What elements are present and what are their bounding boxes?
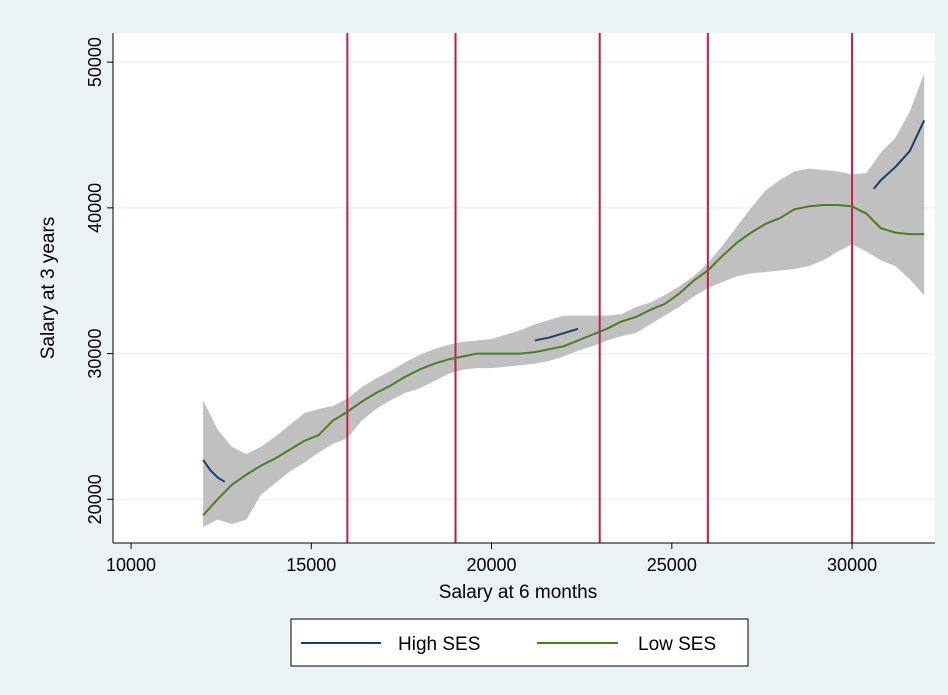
legend-label-low-ses: Low SES — [638, 634, 716, 655]
y-tick-label-0: 20000 — [85, 474, 105, 524]
y-axis-title: Salary at 3 years — [38, 217, 59, 360]
series-lines — [202, 120, 926, 516]
x-axis-title: Salary at 6 months — [439, 582, 597, 603]
confidence-band-group — [203, 73, 925, 527]
x-tick-label-0: 10000 — [106, 555, 156, 575]
low-ses-line — [202, 203, 925, 516]
legend-box — [290, 618, 749, 667]
axes — [112, 33, 935, 544]
x-tick-label-3: 25000 — [647, 555, 697, 575]
x-tick-label-2: 20000 — [467, 555, 517, 575]
legend: High SES Low SES — [290, 618, 749, 667]
y-tick-label-3: 50000 — [85, 37, 105, 87]
high-ses-line-segment-2 — [872, 120, 926, 190]
high-ses-line-segment-1 — [534, 327, 579, 342]
y-tick-label-2: 40000 — [85, 183, 105, 233]
confidence-band — [203, 73, 925, 527]
high-ses-line-segment-0 — [202, 459, 226, 483]
x-tick-label-4: 30000 — [827, 555, 877, 575]
x-ticks: 10000 15000 20000 25000 30000 — [106, 543, 877, 575]
x-tick-label-1: 15000 — [286, 555, 336, 575]
y-tick-label-1: 30000 — [85, 329, 105, 379]
y-ticks: 20000 30000 40000 50000 — [85, 37, 113, 524]
reference-lines — [346, 33, 854, 543]
legend-label-high-ses: High SES — [398, 634, 480, 655]
